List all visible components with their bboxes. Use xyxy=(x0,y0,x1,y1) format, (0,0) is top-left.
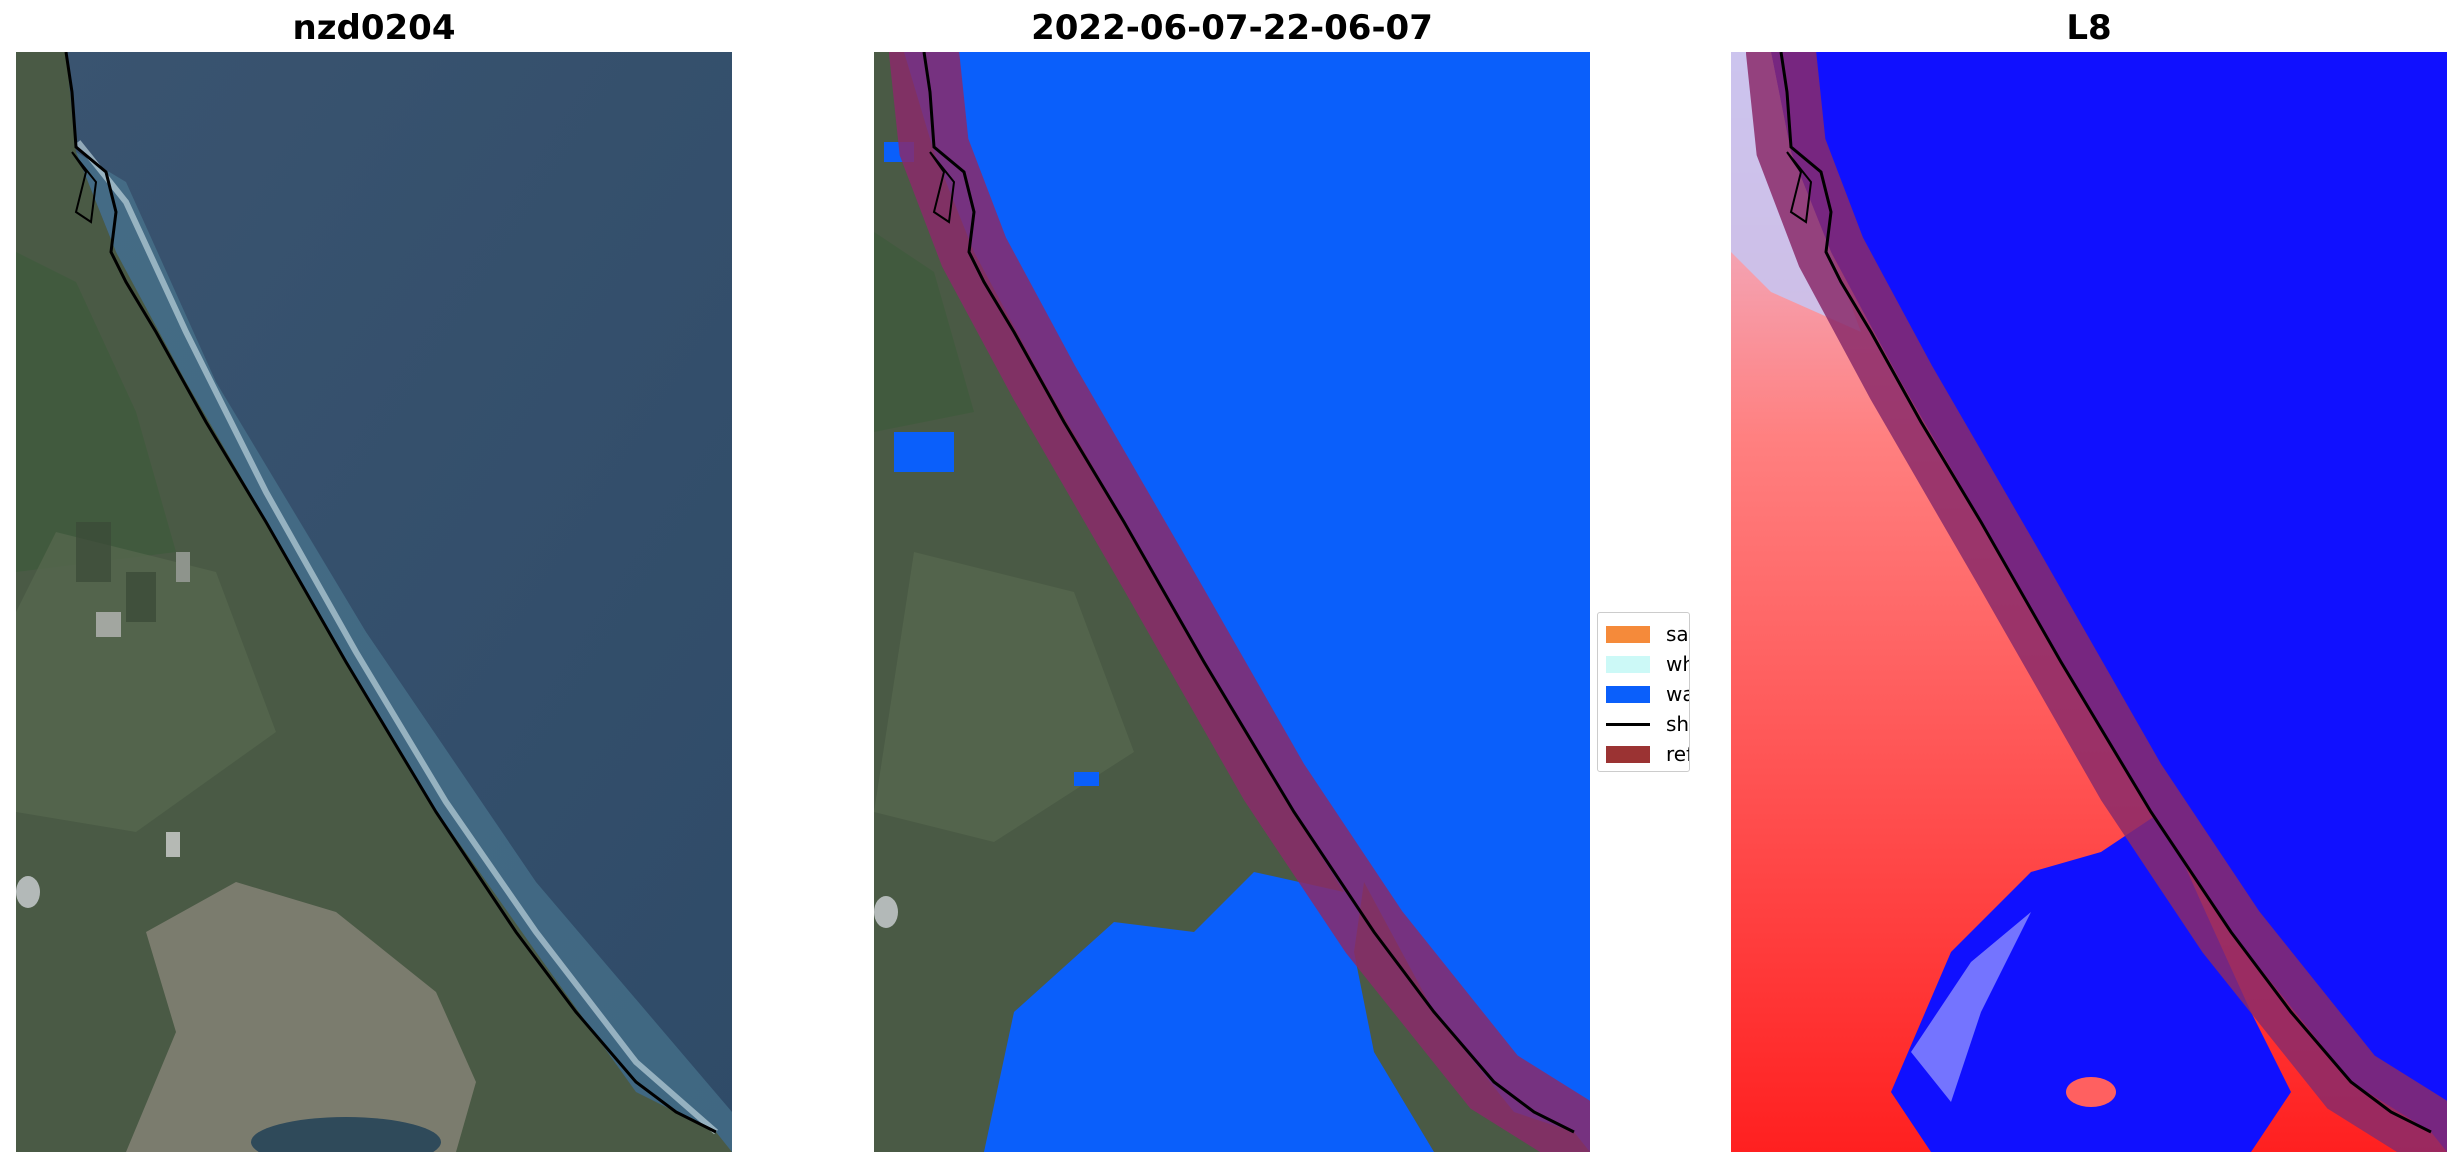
legend-label: whitew xyxy=(1666,652,1689,676)
shoreline-line xyxy=(1779,52,2432,1134)
legend-swatch xyxy=(1606,655,1650,673)
legend-label: referen xyxy=(1666,742,1689,766)
legend-label: shorel xyxy=(1666,712,1690,736)
rgb-image-panel xyxy=(16,52,732,1152)
legend-swatch xyxy=(1606,745,1650,763)
legend-label: water xyxy=(1666,682,1689,706)
legend: sand whitew water shorel referen xyxy=(1597,612,1690,772)
legend-label: sand xyxy=(1666,622,1689,646)
panel-title-index: L8 xyxy=(2066,8,2112,48)
legend-item-reference: referen xyxy=(1606,739,1689,769)
classification-map xyxy=(874,52,1590,1152)
legend-swatch xyxy=(1606,722,1650,726)
index-map xyxy=(1731,52,2447,1152)
shoreline-line xyxy=(922,52,1575,1134)
shoreline-line xyxy=(64,52,717,1134)
index-image-panel xyxy=(1731,52,2447,1152)
panel-title-rgb: nzd0204 xyxy=(292,8,456,48)
legend-item-whitewater: whitew xyxy=(1606,649,1689,679)
legend-item-water: water xyxy=(1606,679,1689,709)
legend-swatch xyxy=(1606,625,1650,643)
legend-item-sand: sand xyxy=(1606,619,1689,649)
legend-item-shoreline: shorel xyxy=(1606,709,1689,739)
classified-image-panel xyxy=(874,52,1590,1152)
legend-swatch xyxy=(1606,685,1650,703)
panel-title-classified: 2022-06-07-22-06-07 xyxy=(1031,8,1433,48)
rgb-satellite-image xyxy=(16,52,732,1152)
